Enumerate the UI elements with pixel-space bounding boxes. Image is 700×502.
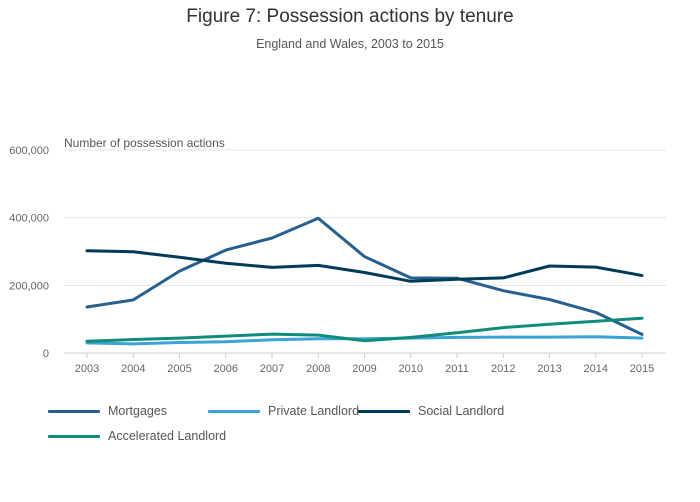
legend-item-social-landlord: Social Landlord [358,404,504,418]
x-tick-label: 2012 [491,363,515,375]
x-tick-label: 2004 [121,363,145,375]
legend-label: Mortgages [108,404,168,418]
y-tick-label: 400,000 [9,213,49,225]
x-tick-label: 2010 [399,363,423,375]
x-tick-label: 2009 [352,363,376,375]
series-line-accelerated-landlord [85,316,644,343]
x-tick-label: 2015 [630,363,654,375]
y-axis-label: Number of possession actions [64,136,225,150]
chart-subtitle: England and Wales, 2003 to 2015 [256,37,444,51]
x-tick-label: 2011 [445,363,469,375]
legend-swatch [48,409,100,413]
x-tick-label: 2007 [260,363,284,375]
series-line-mortgages [85,216,644,336]
series-line-private-landlord [85,335,644,346]
legend-item-mortgages: Mortgages [48,404,167,418]
legend-label: Social Landlord [418,404,505,418]
legend-swatch [48,434,100,438]
x-tick-label: 2003 [75,363,99,375]
legend-item-accelerated-landlord: Accelerated Landlord [48,429,226,443]
x-tick-label: 2006 [214,363,238,375]
y-tick-label: 200,000 [9,280,49,292]
x-tick-label: 2005 [167,363,191,375]
legend-item-private-landlord: Private Landlord [208,404,359,418]
legend-label: Accelerated Landlord [108,429,227,443]
y-tick-label: 600,000 [9,145,49,157]
x-tick-label: 2014 [584,363,608,375]
legend-label: Private Landlord [268,404,360,418]
x-tick-label: 2008 [306,363,330,375]
series-line-social-landlord [85,249,644,283]
chart-title: Figure 7: Possession actions by tenure [186,6,514,27]
y-tick-label: 0 [43,348,49,360]
x-tick-label: 2013 [537,363,561,375]
legend-swatch [208,409,260,413]
legend-swatch [358,409,410,413]
